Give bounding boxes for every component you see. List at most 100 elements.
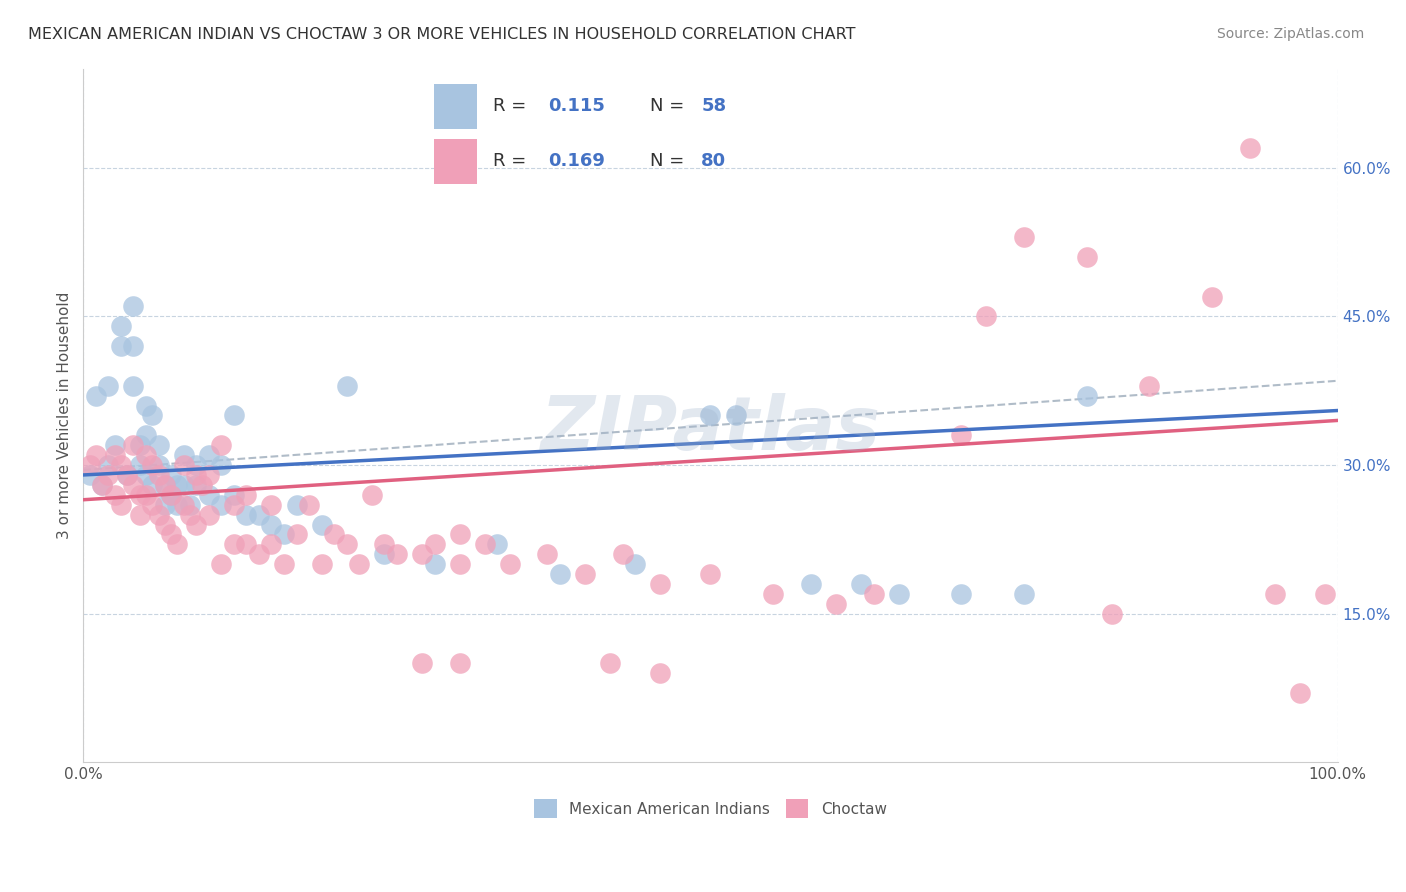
- Point: [349, 557, 371, 571]
- Point: [97, 378, 120, 392]
- Point: [135, 399, 157, 413]
- Point: [110, 458, 132, 472]
- Point: [186, 458, 208, 472]
- Point: [135, 488, 157, 502]
- Text: MEXICAN AMERICAN INDIAN VS CHOCTAW 3 OR MORE VEHICLES IN HOUSEHOLD CORRELATION C: MEXICAN AMERICAN INDIAN VS CHOCTAW 3 OR …: [28, 27, 856, 42]
- Point: [650, 666, 672, 681]
- Point: [1264, 587, 1286, 601]
- Point: [1076, 250, 1098, 264]
- Point: [128, 488, 150, 502]
- Point: [1313, 587, 1336, 601]
- Point: [423, 557, 446, 571]
- Point: [91, 478, 114, 492]
- Point: [128, 438, 150, 452]
- Point: [179, 498, 201, 512]
- Point: [209, 458, 232, 472]
- Point: [449, 557, 471, 571]
- Point: [724, 409, 747, 423]
- Point: [624, 557, 647, 571]
- Point: [84, 389, 107, 403]
- Point: [148, 458, 170, 472]
- Point: [385, 547, 408, 561]
- Point: [311, 517, 333, 532]
- Point: [209, 557, 232, 571]
- Point: [599, 657, 621, 671]
- Point: [141, 498, 163, 512]
- Point: [148, 467, 170, 482]
- Point: [197, 488, 219, 502]
- Point: [976, 310, 998, 324]
- Point: [323, 527, 346, 541]
- Point: [762, 587, 785, 601]
- Point: [411, 547, 433, 561]
- Text: N =: N =: [650, 97, 690, 115]
- Point: [411, 657, 433, 671]
- Point: [97, 458, 120, 472]
- Point: [122, 478, 145, 492]
- Point: [1289, 686, 1312, 700]
- Point: [186, 467, 208, 482]
- Point: [536, 547, 558, 561]
- Point: [197, 448, 219, 462]
- Point: [97, 467, 120, 482]
- Point: [1012, 230, 1035, 244]
- Point: [849, 577, 872, 591]
- Point: [79, 458, 101, 472]
- Point: [235, 537, 257, 551]
- Point: [247, 508, 270, 522]
- Point: [1201, 289, 1223, 303]
- Text: 0.169: 0.169: [548, 153, 605, 170]
- Point: [115, 467, 138, 482]
- Point: [222, 488, 245, 502]
- Point: [273, 527, 295, 541]
- Point: [128, 458, 150, 472]
- Point: [1239, 141, 1261, 155]
- FancyBboxPatch shape: [433, 84, 477, 128]
- Point: [373, 547, 395, 561]
- Point: [135, 467, 157, 482]
- Point: [160, 488, 183, 502]
- Text: ZIPatlas: ZIPatlas: [540, 392, 880, 466]
- Point: [153, 478, 176, 492]
- Point: [273, 557, 295, 571]
- Point: [336, 378, 359, 392]
- Point: [1101, 607, 1123, 621]
- Point: [285, 498, 308, 512]
- Point: [191, 478, 214, 492]
- Point: [173, 448, 195, 462]
- Point: [209, 438, 232, 452]
- Point: [153, 517, 176, 532]
- Point: [950, 428, 973, 442]
- Point: [122, 300, 145, 314]
- Point: [173, 458, 195, 472]
- Point: [160, 527, 183, 541]
- Point: [148, 508, 170, 522]
- Point: [887, 587, 910, 601]
- Point: [311, 557, 333, 571]
- Point: [499, 557, 522, 571]
- Point: [1012, 587, 1035, 601]
- Point: [122, 438, 145, 452]
- Point: [222, 537, 245, 551]
- Point: [197, 467, 219, 482]
- Point: [79, 467, 101, 482]
- Text: Source: ZipAtlas.com: Source: ZipAtlas.com: [1216, 27, 1364, 41]
- Point: [160, 467, 183, 482]
- Text: R =: R =: [492, 153, 531, 170]
- Point: [91, 478, 114, 492]
- Point: [1139, 378, 1161, 392]
- Point: [699, 409, 721, 423]
- Point: [548, 567, 571, 582]
- Point: [235, 488, 257, 502]
- Point: [260, 537, 283, 551]
- Point: [110, 319, 132, 334]
- Point: [104, 448, 127, 462]
- Point: [110, 339, 132, 353]
- Point: [373, 537, 395, 551]
- Point: [166, 498, 188, 512]
- Point: [186, 517, 208, 532]
- Point: [222, 498, 245, 512]
- Point: [166, 537, 188, 551]
- Point: [612, 547, 634, 561]
- Point: [800, 577, 823, 591]
